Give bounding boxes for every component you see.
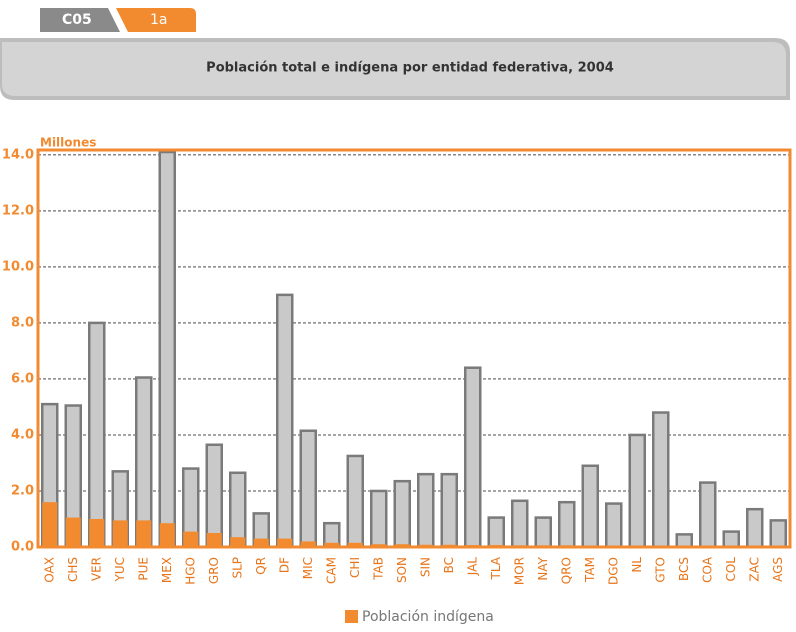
bar xyxy=(206,532,222,547)
bar xyxy=(159,523,175,547)
x-tick-label: HGO xyxy=(183,557,197,585)
y-tick-label: 2.0 xyxy=(11,483,34,498)
bar xyxy=(277,538,293,547)
x-tick-label: QR xyxy=(254,557,268,575)
x-tick-label: GTO xyxy=(653,557,667,583)
bar xyxy=(769,519,787,549)
y-tick-label: 10.0 xyxy=(2,259,34,274)
x-tick-label: CHI xyxy=(348,557,362,578)
x-tick-label: CAM xyxy=(324,557,338,584)
bar xyxy=(699,481,717,549)
y-tick-label: 6.0 xyxy=(11,371,34,386)
x-tick-label: GRO xyxy=(207,557,221,584)
x-tick-label: MOR xyxy=(512,557,526,585)
bar xyxy=(605,502,623,549)
bar xyxy=(42,502,58,547)
legend-label: Población indígena xyxy=(362,609,494,625)
bar xyxy=(558,500,576,549)
x-tick-label: MEX xyxy=(160,557,174,583)
chart-title: Población total e indígena por entidad f… xyxy=(206,61,614,76)
x-tick-label: TAB xyxy=(371,557,385,581)
x-tick-label: BCS xyxy=(677,557,691,581)
bar xyxy=(299,429,317,549)
bar xyxy=(347,542,363,547)
bar xyxy=(183,531,199,547)
bar xyxy=(534,516,552,549)
x-tick-label: YUC xyxy=(113,557,127,583)
bar xyxy=(511,499,529,549)
tab-code-text: C05 xyxy=(62,12,92,28)
bar xyxy=(65,517,81,547)
bar xyxy=(487,516,505,549)
x-tick-label: AGS xyxy=(771,557,785,582)
bar xyxy=(89,518,105,547)
x-tick-label: TAM xyxy=(583,557,597,583)
x-tick-label: SIN xyxy=(418,557,432,577)
y-tick-label: 8.0 xyxy=(11,315,34,330)
legend-swatch xyxy=(345,610,358,623)
y-tick-label: 12.0 xyxy=(2,203,34,218)
y-tick-label: 0.0 xyxy=(11,540,34,555)
bar xyxy=(393,479,411,549)
bar xyxy=(300,541,316,547)
x-tick-label: SON xyxy=(395,557,409,583)
bar xyxy=(440,472,458,549)
x-tick-label: COA xyxy=(700,556,714,583)
bar xyxy=(112,520,128,547)
bar xyxy=(628,433,646,549)
y-tick-label: 4.0 xyxy=(11,427,34,442)
x-tick-label: DGO xyxy=(606,557,620,585)
bar xyxy=(417,472,435,549)
x-tick-label: ZAC xyxy=(747,557,761,582)
header-inner xyxy=(2,42,786,96)
bar xyxy=(675,533,693,549)
x-tick-label: DF xyxy=(277,557,291,573)
x-tick-label: VER xyxy=(89,557,103,581)
bar xyxy=(88,321,106,549)
x-tick-label: NL xyxy=(630,557,644,573)
x-tick-label: PUE xyxy=(136,557,150,581)
bar xyxy=(581,464,599,549)
x-tick-label: BC xyxy=(442,557,456,573)
plot-frame xyxy=(36,148,792,549)
bar xyxy=(230,537,246,547)
bar xyxy=(136,520,152,547)
x-tick-label: QRO xyxy=(559,557,573,584)
bar xyxy=(370,489,388,549)
bar xyxy=(346,454,364,549)
bar xyxy=(158,150,176,549)
tab-code xyxy=(40,8,120,32)
bar xyxy=(229,471,247,549)
tab-sub-text: 1a xyxy=(150,12,168,28)
bar xyxy=(253,538,269,547)
bar xyxy=(722,530,740,549)
x-tick-label: CHS xyxy=(66,557,80,582)
x-tick-label: SLP xyxy=(230,557,244,579)
bar xyxy=(464,366,482,549)
x-tick-label: NAY xyxy=(536,556,550,580)
bar xyxy=(276,293,294,549)
bar xyxy=(324,542,340,547)
x-tick-label: TLA xyxy=(489,556,503,580)
y-axis-label: Millones xyxy=(40,136,96,150)
bar xyxy=(205,443,223,549)
bar xyxy=(652,411,670,549)
x-tick-label: MIC xyxy=(301,557,315,579)
tab-sub xyxy=(116,8,196,32)
x-tick-label: COL xyxy=(724,557,738,582)
y-tick-label: 14.0 xyxy=(2,147,34,162)
x-tick-label: OAX xyxy=(42,557,56,583)
x-tick-label: JAL xyxy=(465,557,479,577)
bar xyxy=(746,507,764,549)
